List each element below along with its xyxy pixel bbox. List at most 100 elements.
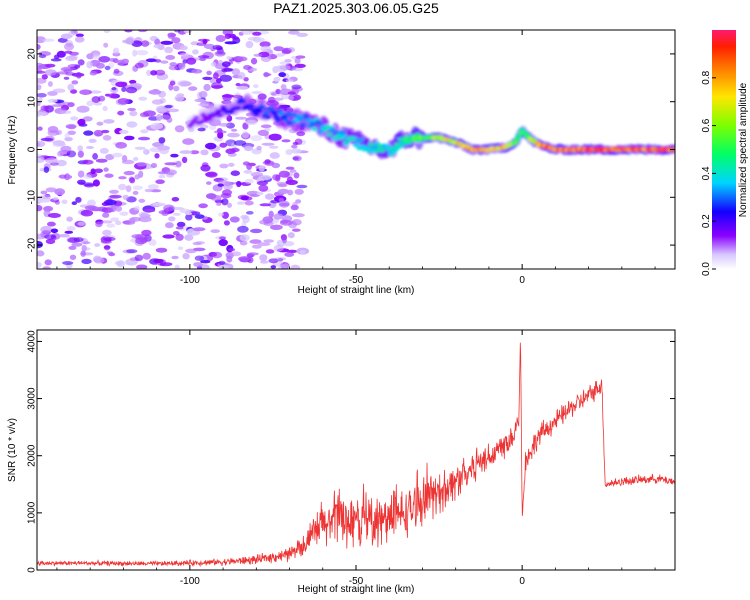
noise-blob: [245, 119, 258, 126]
noise-blob: [86, 61, 93, 69]
noise-blob: [291, 144, 298, 149]
noise-blob: [253, 84, 259, 89]
noise-blob: [289, 169, 297, 173]
noise-blob: [285, 166, 295, 170]
ridge-core: [515, 134, 522, 138]
noise-blob: [71, 201, 78, 206]
noise-blob: [256, 145, 262, 151]
noise-blob: [171, 255, 179, 260]
noise-blob: [287, 232, 295, 239]
noise-blob: [219, 163, 229, 169]
noise-blob: [44, 69, 57, 76]
ridge-core: [358, 138, 364, 143]
noise-blob: [279, 219, 293, 226]
noise-blob: [45, 187, 57, 193]
noise-blob: [68, 245, 77, 250]
noise-blob: [178, 62, 186, 70]
noise-blob: [206, 181, 212, 185]
noise-blob: [56, 142, 66, 147]
noise-blob: [241, 131, 250, 139]
noise-blob: [260, 260, 269, 264]
noise-blob: [204, 172, 217, 177]
noise-blob: [219, 74, 232, 82]
noise-blob: [167, 32, 176, 38]
noise-blob: [94, 243, 101, 247]
noise-blob: [168, 216, 176, 222]
noise-blob: [83, 174, 92, 179]
y-tick-label: 2000: [27, 444, 38, 467]
noise-blob: [121, 159, 135, 165]
noise-blob: [184, 234, 194, 241]
noise-blob: [189, 150, 200, 155]
noise-blob: [166, 108, 180, 113]
y-tick-label: 3000: [27, 387, 38, 410]
noise-blob: [275, 53, 285, 57]
noise-blob: [37, 100, 41, 107]
ridge-core: [206, 117, 213, 122]
noise-blob: [159, 262, 173, 267]
noise-blob: [238, 256, 251, 262]
noise-blob: [43, 206, 52, 212]
ridge-core: [298, 117, 305, 122]
noise-blob: [37, 126, 43, 131]
noise-blob: [128, 217, 136, 224]
noise-blob: [77, 179, 86, 185]
noise-blob: [138, 216, 152, 223]
noise-blob: [156, 114, 163, 121]
noise-blob: [47, 130, 60, 136]
noise-blob: [138, 211, 149, 217]
noise-blob: [284, 252, 295, 257]
noise-blob: [275, 88, 281, 95]
noise-blob: [108, 252, 116, 257]
noise-blob: [44, 234, 56, 240]
noise-blob: [141, 40, 150, 47]
noise-blob: [163, 204, 175, 212]
noise-blob: [88, 138, 97, 143]
noise-blob: [70, 116, 79, 121]
noise-blob: [231, 128, 238, 132]
noise-blob: [126, 249, 138, 254]
noise-blob: [246, 162, 253, 170]
noise-blob: [109, 57, 115, 63]
noise-blob: [292, 228, 301, 232]
noise-blob: [291, 56, 297, 60]
noise-blob: [168, 83, 174, 91]
noise-blob: [223, 220, 230, 226]
noise-blob: [182, 59, 188, 64]
noise-blob: [95, 221, 103, 228]
noise-blob: [257, 129, 269, 136]
noise-blob: [219, 142, 227, 148]
noise-blob: [98, 56, 111, 63]
ridge-core: [286, 121, 293, 126]
noise-blob: [125, 86, 138, 94]
noise-blob: [37, 140, 46, 148]
noise-blob: [160, 114, 171, 120]
noise-blob: [66, 216, 73, 222]
noise-blob: [251, 244, 262, 249]
noise-blob: [175, 160, 182, 168]
noise-blob: [224, 41, 237, 45]
noise-blob: [236, 180, 242, 188]
noise-blob: [246, 211, 254, 215]
noise-blob: [50, 58, 62, 62]
noise-blob: [216, 128, 223, 134]
noise-blob: [259, 219, 271, 225]
noise-blob: [105, 93, 111, 97]
ridge-core: [326, 132, 333, 137]
noise-blob: [263, 71, 270, 78]
colorbar-label: Normalized spectral amplitude: [738, 82, 749, 217]
noise-blob: [65, 55, 78, 62]
noise-blob: [259, 41, 271, 48]
noise-blob: [63, 76, 70, 80]
noise-blob: [292, 155, 302, 162]
noise-blob: [175, 233, 184, 241]
noise-blob: [288, 30, 300, 35]
ridge-core: [268, 106, 275, 111]
noise-blob: [99, 147, 109, 154]
noise-blob: [198, 55, 210, 59]
noise-blob: [154, 153, 160, 159]
colorbar-tick-label: 0.2: [701, 214, 712, 228]
x-tick-label: -50: [349, 576, 364, 587]
noise-blob: [56, 71, 69, 75]
ridge-core: [512, 140, 519, 145]
